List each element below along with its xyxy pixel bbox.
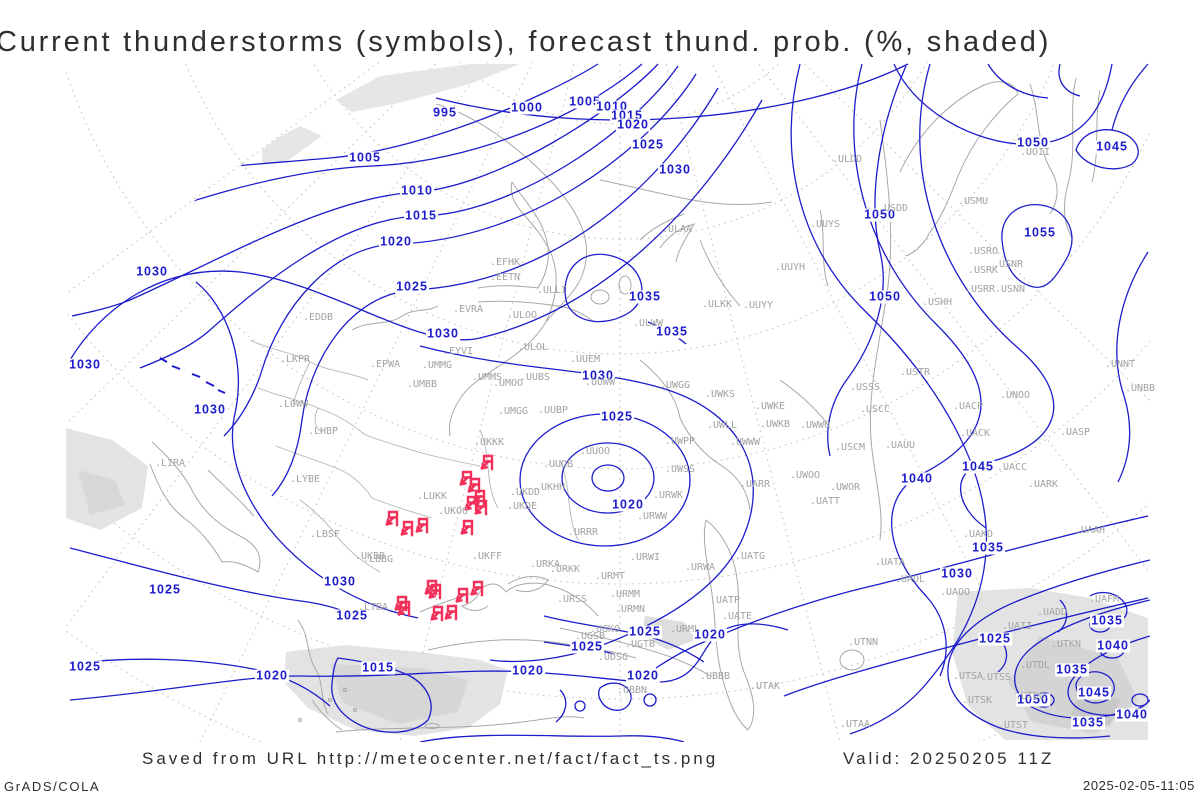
footer-saved-url: Saved from URL http://meteocenter.net/fa… [142, 749, 719, 768]
thunderstorm-symbol [415, 517, 429, 534]
footer-datetime: 2025-02-05-11:05 [1083, 778, 1195, 793]
coastline-layer [149, 77, 1101, 733]
probability-shading-layer [66, 64, 1148, 740]
storm-symbol-layer [385, 454, 494, 622]
thunderstorm-symbol [459, 470, 473, 487]
thunderstorm-symbol [397, 600, 411, 617]
thunderstorm-symbol [385, 510, 399, 527]
thunderstorm-symbol [400, 520, 414, 537]
page-title: Current thunderstorms (symbols), forecas… [0, 26, 1052, 58]
thunderstorm-symbol [470, 580, 484, 597]
thunderstorm-symbol [430, 605, 444, 622]
footer-valid-time: Valid: 20250205 11Z [843, 749, 1055, 768]
thunderstorm-symbol [444, 604, 458, 621]
footer-grads-credit: GrADS/COLA [4, 779, 101, 794]
borders-layer [249, 339, 579, 573]
thunderstorm-symbol [455, 587, 469, 604]
thunderstorm-symbol [460, 519, 474, 536]
